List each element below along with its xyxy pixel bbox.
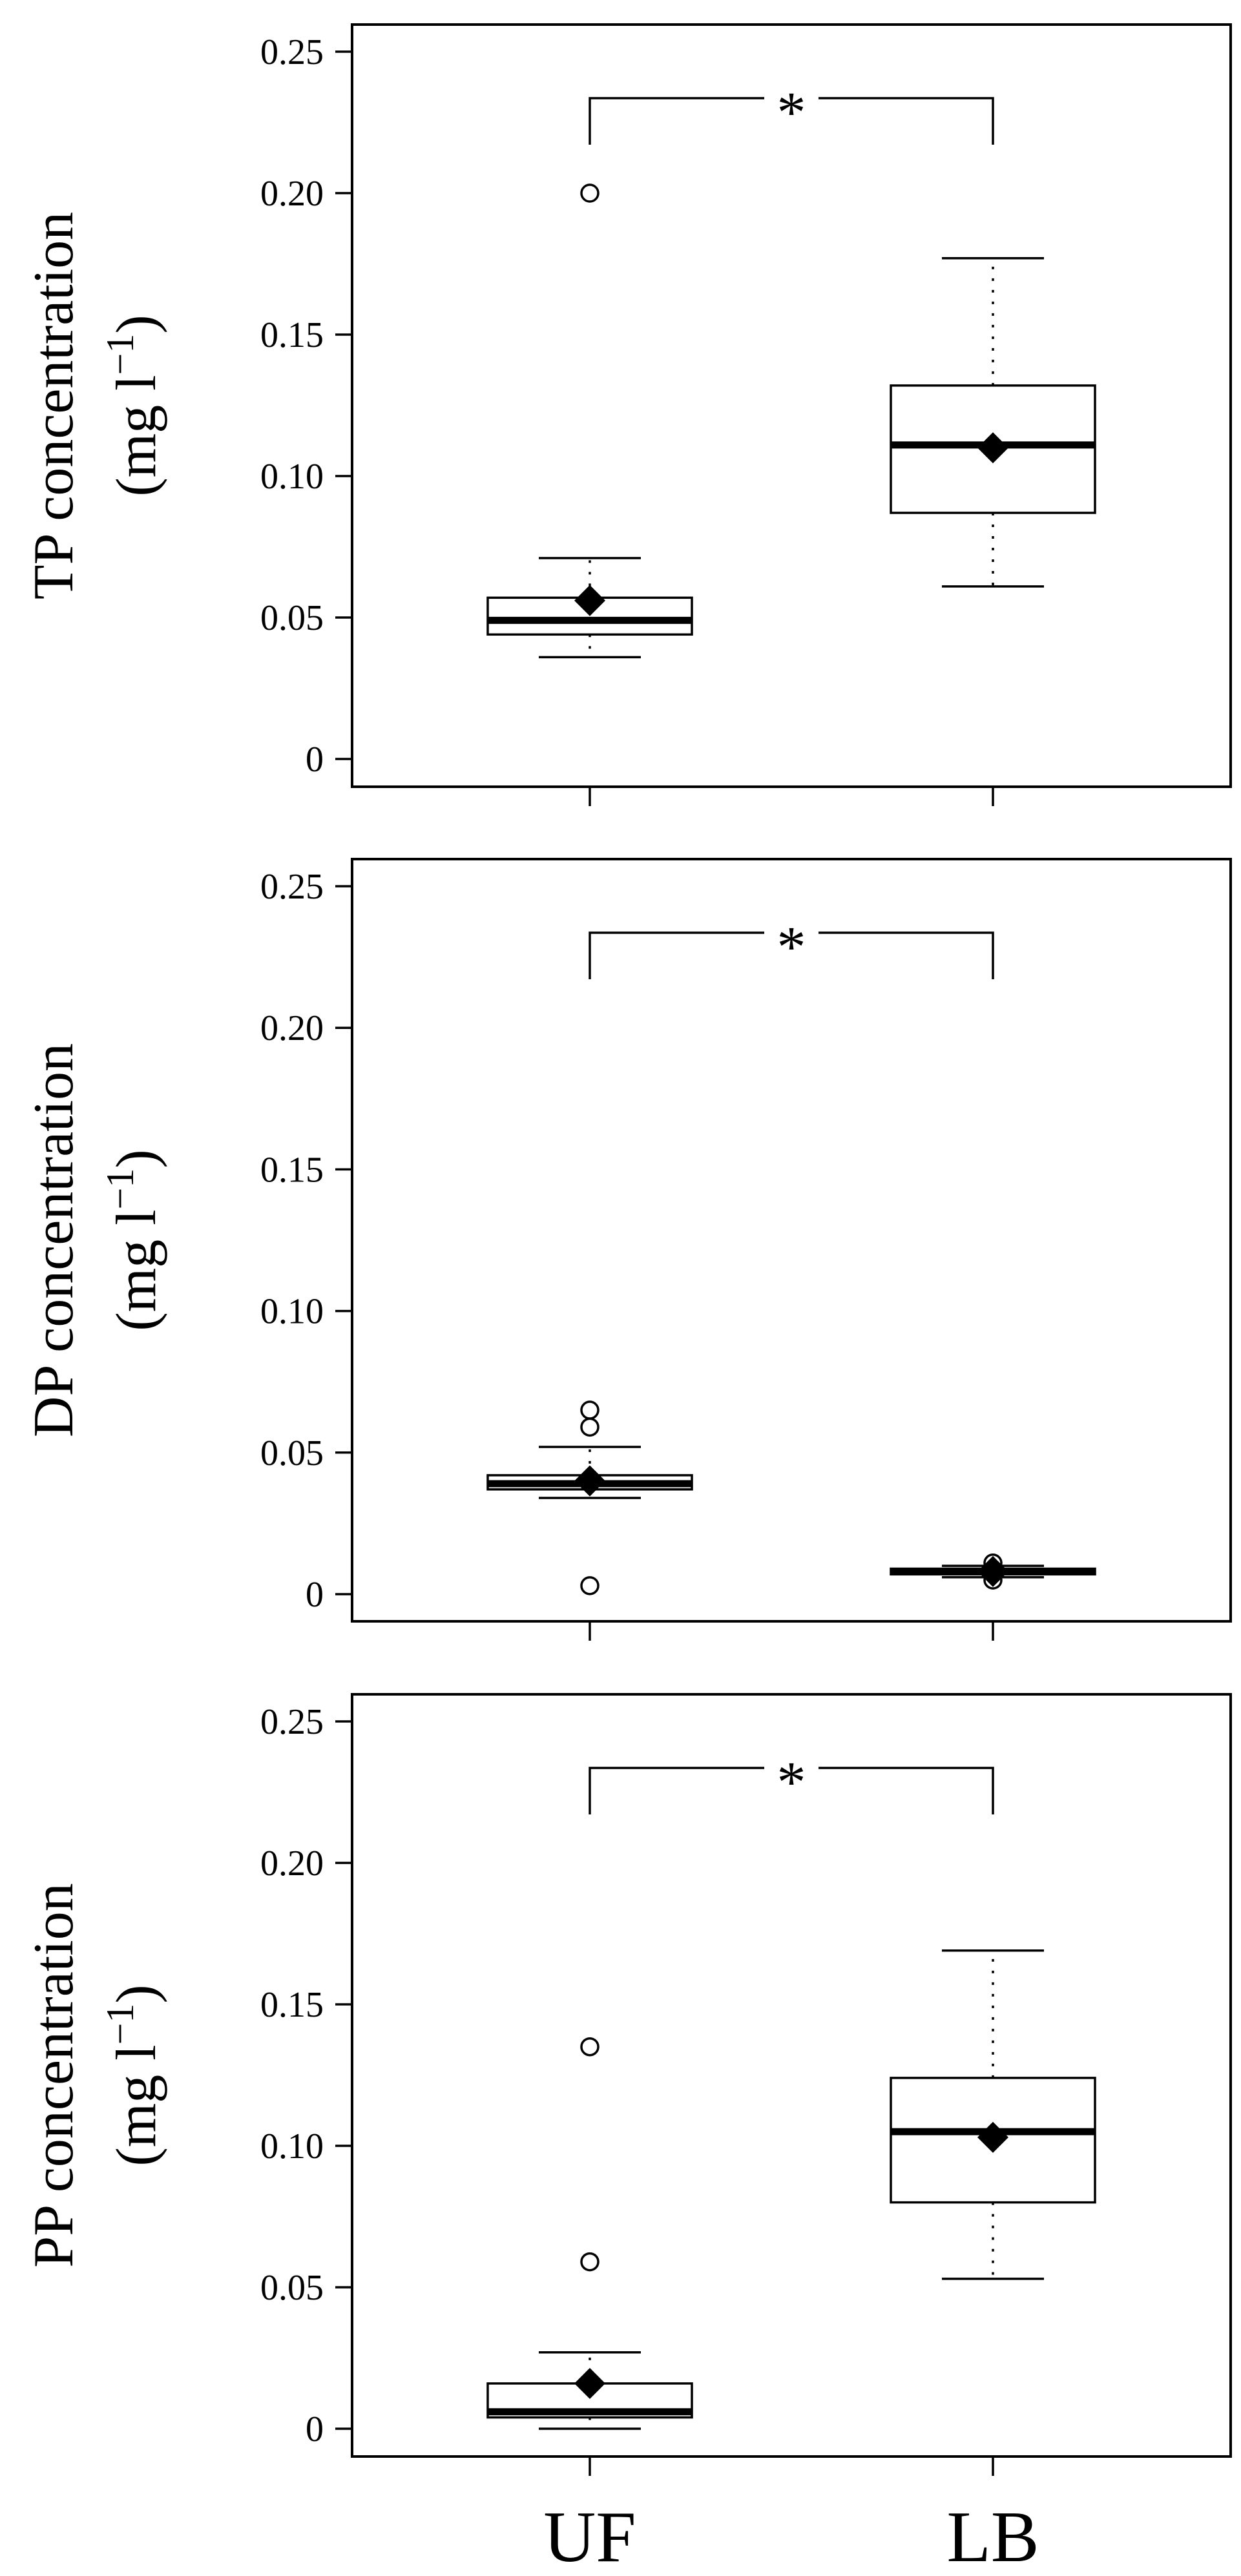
y-tick-label: 0.05 (260, 1433, 324, 1473)
y-axis-title-close: ) (105, 1149, 168, 1168)
mean-marker (977, 2121, 1008, 2153)
outlier-point (580, 1400, 600, 1420)
box-LB (890, 1949, 1096, 2280)
outlier-point (580, 183, 600, 203)
y-tick-label: 0.15 (260, 1150, 324, 1190)
x-tick-label: UF (543, 2497, 636, 2576)
y-axis-title-exponent: −1 (99, 2004, 141, 2045)
y-tick-label: 0.10 (260, 2126, 324, 2166)
y-tick-label: 0.25 (260, 867, 324, 907)
y-tick-label: 0.25 (260, 1702, 324, 1742)
y-axis-title-exponent: −1 (99, 1169, 141, 1210)
outlier-point (580, 1576, 600, 1595)
box-UF (486, 2037, 693, 2430)
y-tick-label: 0.20 (260, 174, 324, 214)
outlier-point (580, 1417, 600, 1437)
significance-gap (764, 920, 819, 946)
significance-label: * (777, 915, 806, 979)
significance-label: * (777, 1750, 806, 1814)
y-axis-title-line2: (mg l−1) (99, 1149, 168, 1331)
y-axis-title-line1: TP concentration (23, 212, 85, 599)
y-axis-title-exponent: −1 (99, 334, 141, 375)
mean-marker (574, 585, 605, 616)
y-tick-label: 0.05 (260, 598, 324, 638)
significance-label: * (777, 81, 806, 145)
y-tick-label: 0.20 (260, 1844, 324, 1884)
mean-marker (977, 432, 1008, 464)
y-tick-label: 0.10 (260, 1292, 324, 1332)
y-tick-label: 0.10 (260, 457, 324, 497)
y-axis-title-unit: (mg l (105, 1209, 168, 1331)
y-tick-label: 0 (306, 1575, 324, 1615)
y-tick-label: 0.15 (260, 315, 324, 355)
significance-gap (764, 85, 819, 111)
y-axis-title-unit: (mg l (105, 2044, 168, 2166)
outlier-point (580, 2252, 600, 2272)
y-tick-label: 0.20 (260, 1008, 324, 1048)
y-axis-title-line2: (mg l−1) (99, 1984, 168, 2166)
y-tick-label: 0.05 (260, 2268, 324, 2308)
plot-frame (351, 23, 1232, 788)
significance-gap (764, 1755, 819, 1781)
y-axis-title-unit: (mg l (105, 375, 168, 496)
box-LB (890, 256, 1096, 588)
y-axis-title-line1: DP concentration (23, 1043, 85, 1437)
y-tick-label: 0 (306, 740, 324, 780)
x-tick-label: LB (946, 2497, 1039, 2576)
y-axis-title-close: ) (105, 315, 168, 333)
mean-marker (574, 1465, 605, 1497)
box-LB (890, 1553, 1096, 1590)
box-UF (486, 1400, 693, 1595)
y-axis-title-line1: PP concentration (23, 1883, 85, 2268)
y-axis-title-close: ) (105, 1984, 168, 2003)
box-UF (486, 183, 693, 659)
plot-frame (351, 858, 1232, 1623)
outlier-point (983, 1570, 1003, 1590)
y-tick-label: 0 (306, 2409, 324, 2449)
y-tick-label: 0.25 (260, 32, 324, 72)
mean-marker (574, 2367, 605, 2399)
y-tick-label: 0.15 (260, 1985, 324, 2025)
outlier-point (580, 2037, 600, 2057)
y-axis-title-line2: (mg l−1) (99, 315, 168, 496)
plot-frame (351, 1693, 1232, 2458)
